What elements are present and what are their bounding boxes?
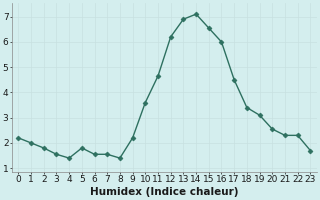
X-axis label: Humidex (Indice chaleur): Humidex (Indice chaleur)	[90, 187, 239, 197]
